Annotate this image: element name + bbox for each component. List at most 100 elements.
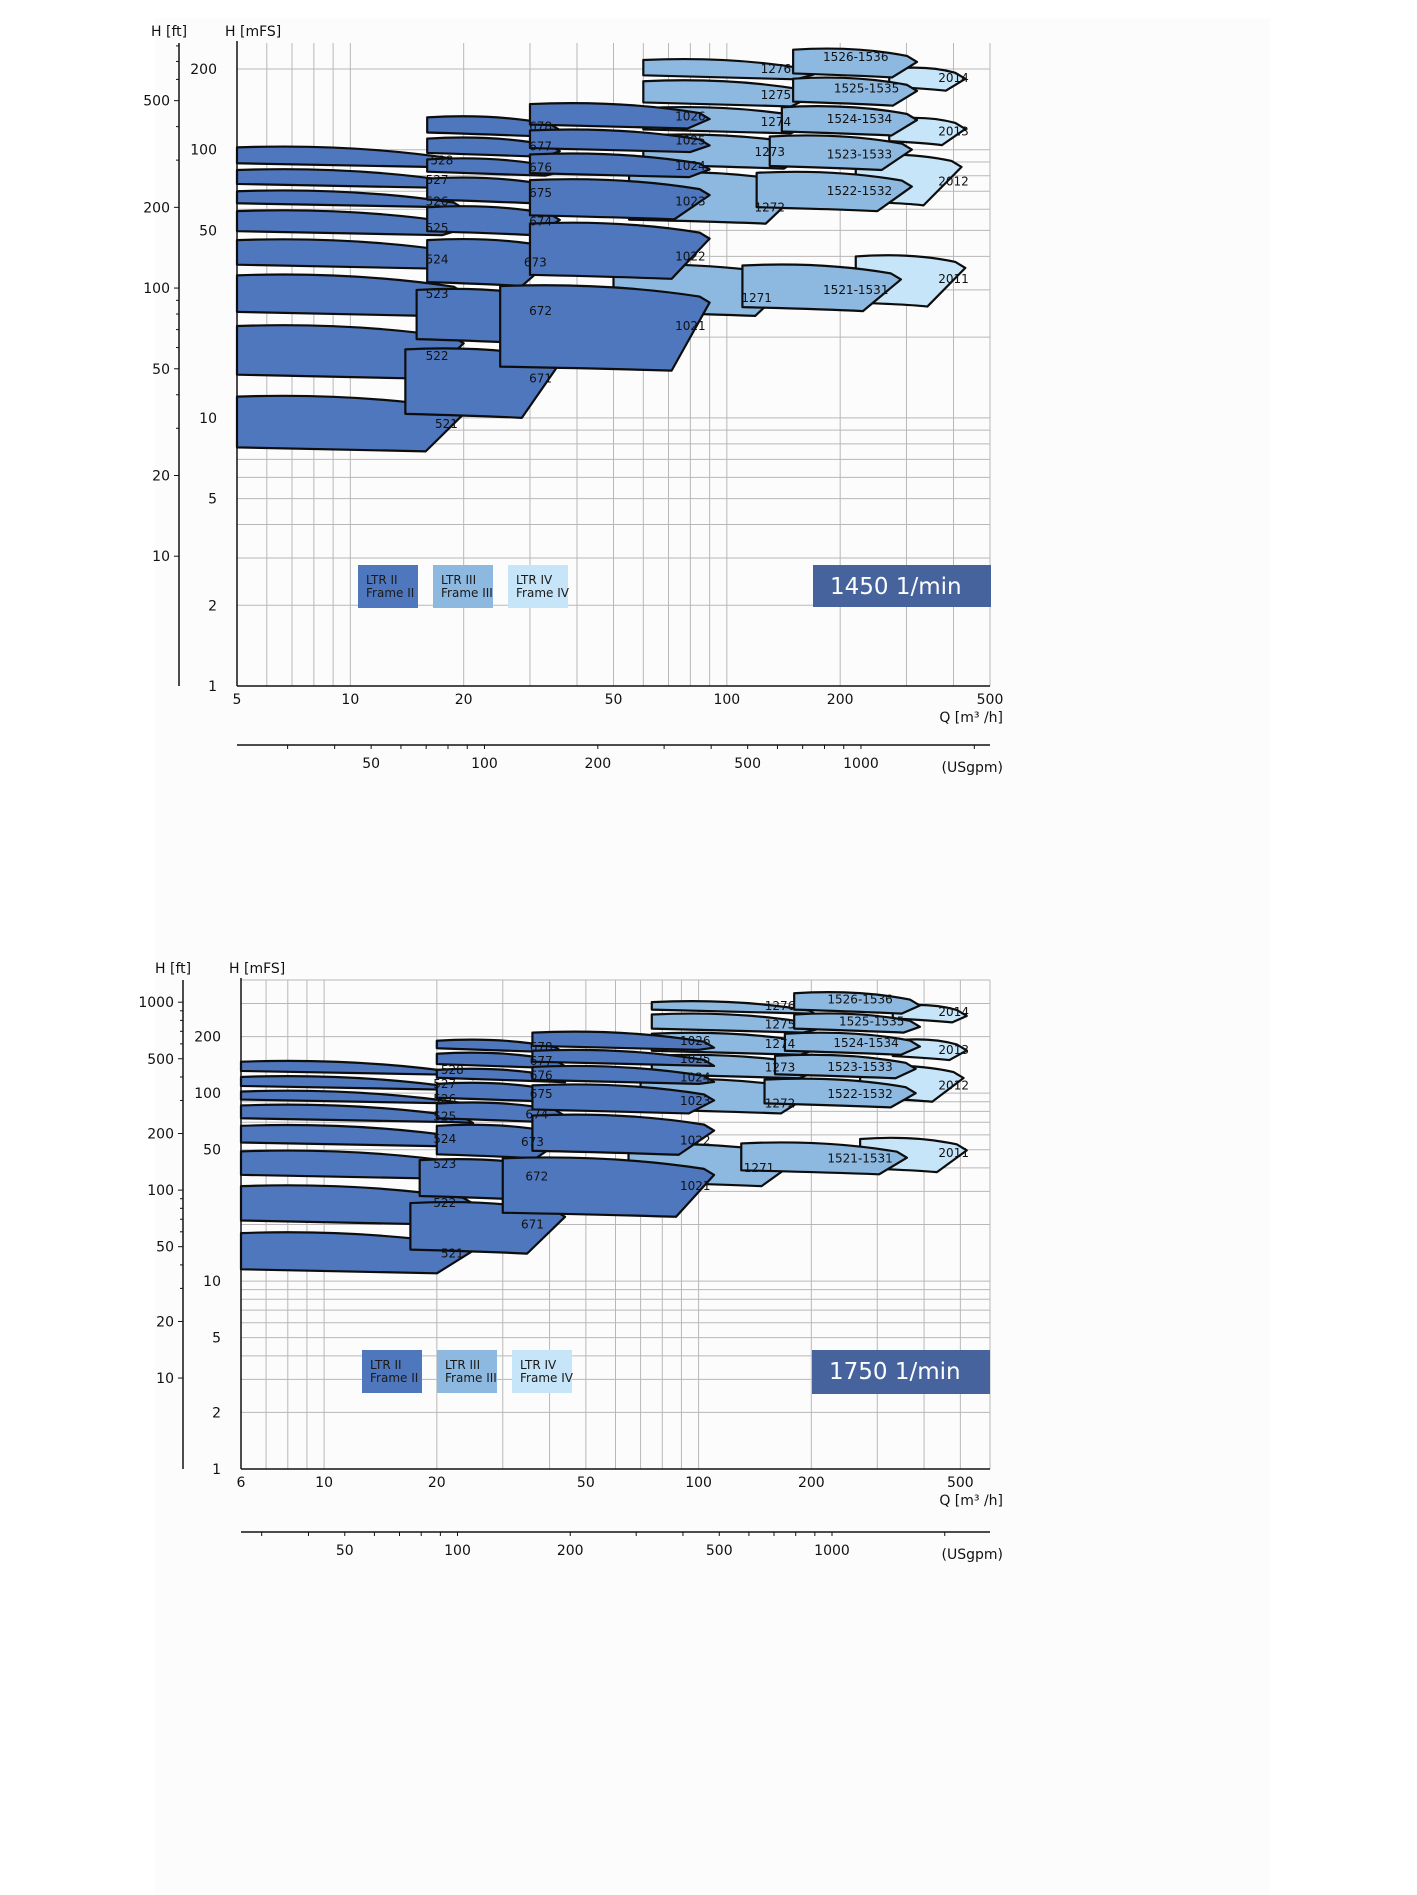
pump-label-674: 674	[529, 214, 552, 228]
h-feet-tick-label: 50	[156, 1240, 174, 1256]
pump-label-1273: 1273	[765, 1060, 796, 1074]
pump-label-2011: 2011	[938, 272, 969, 286]
pump-label-1272: 1272	[754, 200, 785, 214]
q-tick-label: 100	[685, 1475, 712, 1491]
q-tick-label: 20	[455, 692, 473, 708]
pump-labels: 2014 2013 2012 2011 1526-1536 1525-1535 1524-1…	[433, 992, 969, 1260]
legend-name: LTR II	[370, 1358, 402, 1372]
pump-label-1523-1533: 1523-1533	[827, 147, 892, 161]
pump-label-674: 674	[525, 1107, 548, 1121]
pump-label-671: 671	[521, 1218, 544, 1232]
h-feet-tick-label: 500	[147, 1052, 174, 1068]
pump-region-1024	[528, 152, 711, 179]
pump-label-1024: 1024	[675, 159, 706, 173]
pump-label-675: 675	[530, 1087, 553, 1101]
usgpm-tick-label: 200	[584, 756, 611, 772]
pump-region-1522-1532	[763, 1077, 917, 1109]
pump-label-1023: 1023	[680, 1094, 711, 1108]
q-tick-label: 200	[798, 1475, 825, 1491]
pump-label-525: 525	[433, 1110, 456, 1124]
h-feet-axis-title: H [ft]	[155, 961, 191, 977]
usgpm-axis-title: (USgpm)	[942, 1547, 1003, 1563]
pump-label-1025: 1025	[675, 134, 706, 148]
h-meter-tick-label: 10	[199, 411, 217, 427]
pump-label-528: 528	[430, 154, 453, 168]
pump-label-678: 678	[530, 1040, 553, 1054]
pump-region-1524-1534	[783, 1031, 922, 1056]
pump-region-1276	[642, 57, 815, 81]
pump-region-674	[426, 205, 561, 237]
q-axis-title: Q [m³ /h]	[939, 1493, 1003, 1509]
pump-label-522: 522	[433, 1196, 456, 1210]
legend-swatch	[358, 565, 418, 608]
h-meter-tick-label: 10	[203, 1274, 221, 1290]
speed-box	[813, 565, 991, 607]
h-meter-tick-label: 1	[212, 1462, 221, 1478]
h-feet-tick-label: 200	[143, 200, 170, 216]
legend-frame: Frame III	[445, 1371, 497, 1385]
pump-region-1275	[650, 1012, 821, 1034]
h-feet-tick-label: 10	[152, 549, 170, 565]
usgpm-axis-title: (USgpm)	[942, 760, 1003, 776]
pump-region-1021	[499, 284, 711, 372]
pump-region-1022	[531, 1113, 716, 1156]
h-meter-tick-label: 5	[208, 492, 217, 508]
h-feet-tick-label: 20	[156, 1314, 174, 1330]
legend-swatch	[437, 1350, 497, 1393]
legend-swatch	[362, 1350, 422, 1393]
h-meter-tick-label: 100	[194, 1086, 221, 1102]
q-tick-label: 50	[605, 692, 623, 708]
pump-label-1271: 1271	[741, 291, 772, 305]
pump-region-677	[426, 136, 561, 159]
pump-label-1021: 1021	[680, 1179, 711, 1193]
pump-label-1023: 1023	[675, 195, 706, 209]
pump-label-676: 676	[529, 160, 552, 174]
pump-label-2014: 2014	[938, 71, 969, 85]
pump-label-523: 523	[426, 287, 449, 301]
chart-panel-1750: H [ft] H [mFS] Q [m³ /h] (USgpm) 1 2 5 10 50 100 2…	[138, 955, 1270, 1895]
h-meter-axis-title: H [mFS]	[225, 24, 281, 40]
h-meter-tick-label: 200	[190, 62, 217, 78]
legend-frame: Frame IV	[520, 1371, 574, 1385]
h-feet-tick-label: 500	[143, 94, 170, 110]
pump-label-526: 526	[433, 1092, 456, 1106]
legend-frame: Frame IV	[516, 586, 570, 600]
speed-box	[812, 1350, 990, 1394]
pump-region-1526-1536	[793, 991, 922, 1015]
pump-label-1523-1533: 1523-1533	[827, 1060, 892, 1074]
pump-region-1525-1535	[793, 1012, 922, 1034]
legend-frame: Frame II	[366, 586, 414, 600]
pump-label-2013: 2013	[938, 1043, 969, 1057]
legend-swatch	[512, 1350, 572, 1393]
pump-label-675: 675	[529, 186, 552, 200]
pump-label-676: 676	[530, 1069, 553, 1083]
pump-region-1523-1533	[768, 134, 913, 172]
pump-label-525: 525	[426, 221, 449, 235]
pump-label-1276: 1276	[765, 999, 796, 1013]
pump-label-527: 527	[433, 1077, 456, 1091]
legend-frame: Frame III	[441, 586, 493, 600]
usgpm-tick-label: 100	[471, 756, 498, 772]
pump-region-525	[239, 1103, 475, 1125]
pump-region-1023	[531, 1083, 716, 1115]
pump-label-672: 672	[529, 304, 552, 318]
pump-label-2012: 2012	[938, 175, 969, 189]
legend-swatch	[433, 565, 493, 608]
pump-label-1022: 1022	[680, 1133, 711, 1147]
h-feet-tick-label: 200	[147, 1127, 174, 1143]
pump-label-1526-1536: 1526-1536	[823, 50, 888, 64]
pump-label-1526-1536: 1526-1536	[827, 992, 892, 1006]
q-tick-label: 100	[713, 692, 740, 708]
pump-label-1525-1535: 1525-1535	[839, 1015, 904, 1029]
performance-chart-1450: H [ft] H [mFS] Q [m³ /h] (USgpm) 1 2 5 10 50 100 2…	[143, 24, 1003, 776]
usgpm-tick-label: 500	[734, 756, 761, 772]
h-meter-tick-label: 100	[190, 143, 217, 159]
pump-label-521: 521	[441, 1247, 464, 1261]
pump-label-522: 522	[426, 349, 449, 363]
pump-label-1522-1532: 1522-1532	[827, 184, 892, 198]
pump-label-678: 678	[529, 120, 552, 134]
h-meter-tick-label: 50	[199, 223, 217, 239]
h-feet-axis-title: H [ft]	[151, 24, 187, 40]
